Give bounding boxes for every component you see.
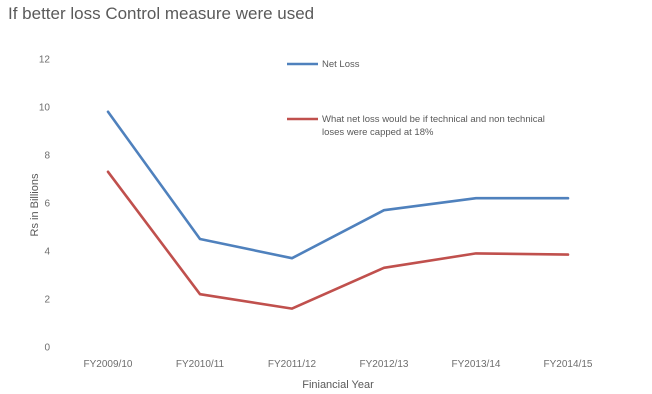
y-tick-label: 6 bbox=[44, 199, 50, 210]
x-tick-label: FY2013/14 bbox=[452, 359, 501, 370]
y-tick-label: 12 bbox=[39, 55, 51, 66]
x-tick-label: FY2009/10 bbox=[84, 359, 133, 370]
y-axis-ticks: 0 2 4 6 8 10 12 bbox=[39, 55, 51, 354]
series-line-2 bbox=[106, 170, 570, 310]
legend-label-1: Net Loss bbox=[322, 59, 360, 70]
x-tick-label: FY2010/11 bbox=[176, 359, 225, 370]
chart-title: If better loss Control measure were used bbox=[8, 4, 315, 23]
x-tick-label: FY2014/15 bbox=[544, 359, 593, 370]
x-axis-label: Finiancial Year bbox=[302, 379, 374, 391]
x-tick-label: FY2012/13 bbox=[360, 359, 409, 370]
series-lines bbox=[106, 110, 570, 310]
legend-label-2: What net loss would be if technical and … bbox=[322, 114, 545, 138]
legend: Net Loss What net loss would be if techni… bbox=[287, 59, 545, 138]
y-tick-label: 0 bbox=[44, 343, 50, 354]
y-tick-label: 2 bbox=[44, 295, 50, 306]
y-tick-label: 8 bbox=[44, 151, 50, 162]
x-tick-label: FY2011/12 bbox=[268, 359, 317, 370]
y-tick-label: 10 bbox=[39, 103, 51, 114]
y-tick-label: 4 bbox=[44, 247, 50, 258]
series-line-1 bbox=[106, 110, 570, 260]
y-axis-label: Rs in Billions bbox=[29, 173, 41, 236]
x-axis-ticks: FY2009/10 FY2010/11 FY2011/12 FY2012/13 FY20… bbox=[84, 359, 593, 370]
